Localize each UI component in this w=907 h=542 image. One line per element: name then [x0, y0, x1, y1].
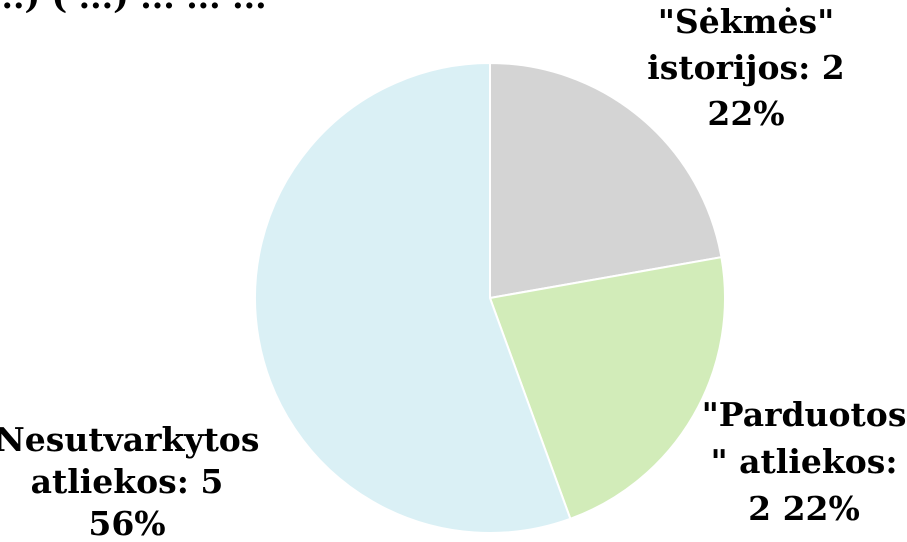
chart-title-partial: ...) ( ...) ... ... ... — [0, 0, 267, 16]
pie-slice-nesutvarkytos-atliekos — [254, 61, 572, 534]
data-label-line: atliekos: 5 — [31, 462, 224, 501]
data-label-line: "Sėkmės" — [658, 2, 835, 41]
data-label-sekmes-istorijos: "Sėkmės" istorijos: 2 22% — [647, 2, 844, 133]
data-label-parduotos-atliekos: "Parduotos " atliekos: 2 22% — [702, 395, 907, 528]
data-label-line: Nesutvarkytos — [0, 420, 259, 459]
data-label-nesutvarkytos-atliekos: Nesutvarkytos atliekos: 5 56% — [0, 420, 259, 542]
pie-slice-sekmes-istorijos — [489, 61, 723, 300]
data-label-line: istorijos: 2 — [647, 48, 844, 87]
data-label-line: " atliekos: — [710, 442, 897, 481]
pie-slice-parduotos-atliekos — [488, 256, 726, 521]
pie-slices — [254, 61, 726, 534]
data-label-line: 22% — [707, 94, 784, 133]
data-label-line: 56% — [88, 504, 165, 542]
data-label-line: 2 22% — [748, 489, 860, 528]
data-label-line: "Parduotos — [702, 395, 907, 434]
